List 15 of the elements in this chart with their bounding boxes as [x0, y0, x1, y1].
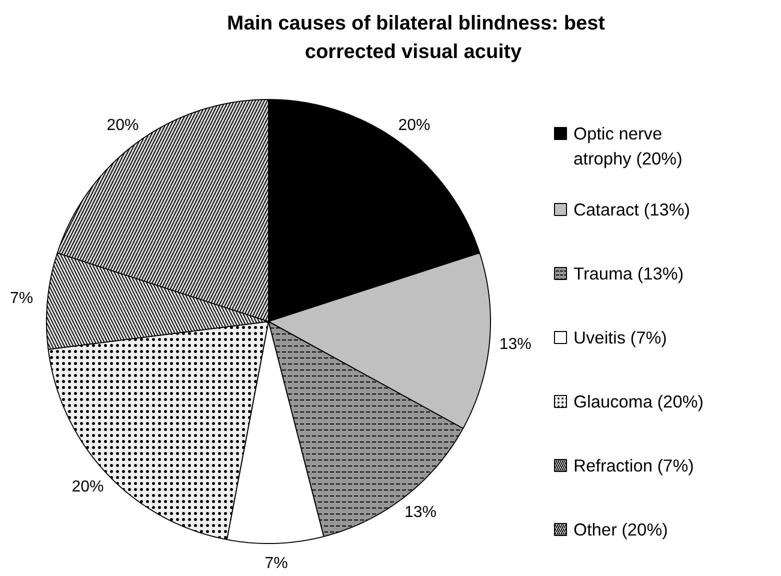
chart-title: Main causes of bilateral blindness: best corrected visual acuity [227, 12, 606, 64]
legend-label: Cataract (13%) [574, 200, 690, 220]
legend-label: Other (20%) [574, 520, 668, 540]
legend-label: Refraction (7%) [574, 456, 694, 476]
legend-label: Uveitis (7%) [574, 328, 667, 348]
data-label: 13% [499, 336, 532, 353]
data-label: 20% [106, 117, 139, 134]
legend-label: Optic nerve atrophy (20%) [574, 124, 682, 168]
legend-label: Glaucoma (20%) [574, 392, 704, 412]
data-label: 7% [264, 554, 288, 572]
data-label: 13% [404, 504, 437, 522]
data-label: 20% [72, 478, 104, 496]
data-label: 20% [398, 117, 430, 134]
legend-label: Trauma (13%) [574, 264, 684, 284]
data-label: 7% [10, 290, 34, 308]
